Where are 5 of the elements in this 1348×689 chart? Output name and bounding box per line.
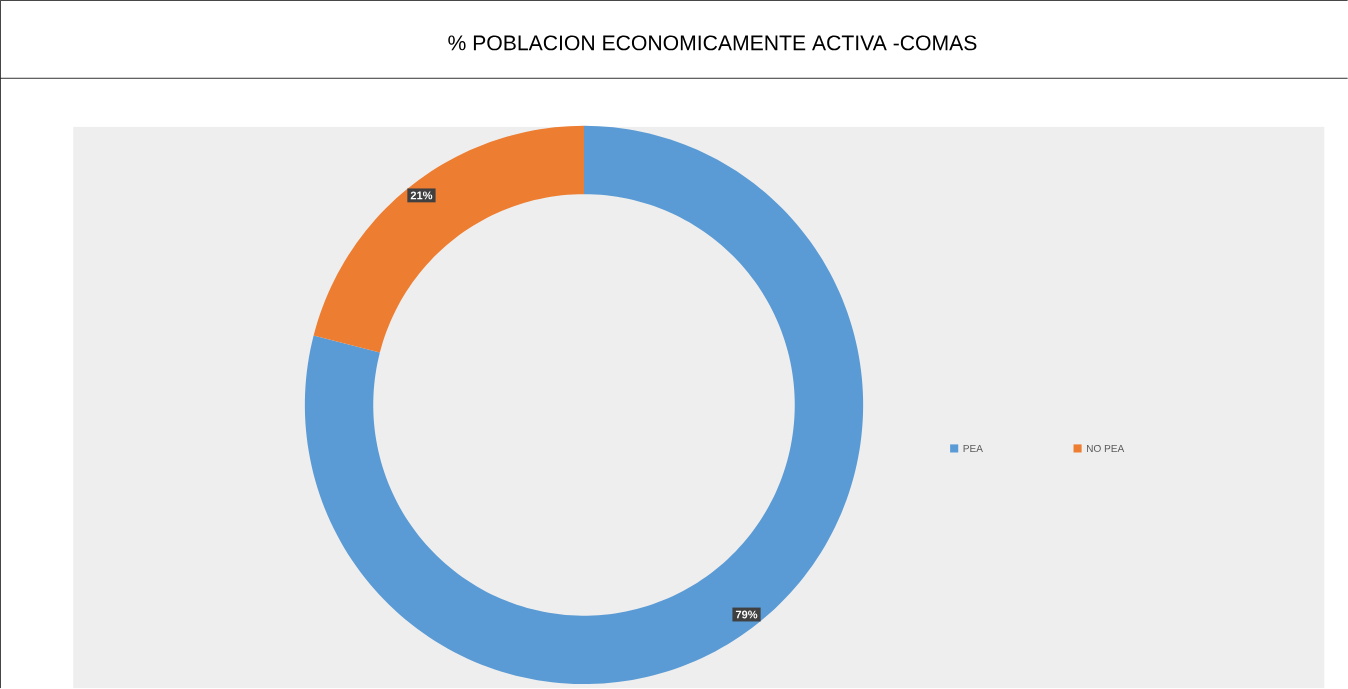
legend-label: NO PEA [1087,445,1125,453]
data-label: 21% [410,191,433,200]
legend-label: PEA [963,445,983,453]
chart-title: % POBLACION ECONOMICAMENTE ACTIVA -COMAS [448,35,977,51]
data-label: 79% [735,610,758,619]
